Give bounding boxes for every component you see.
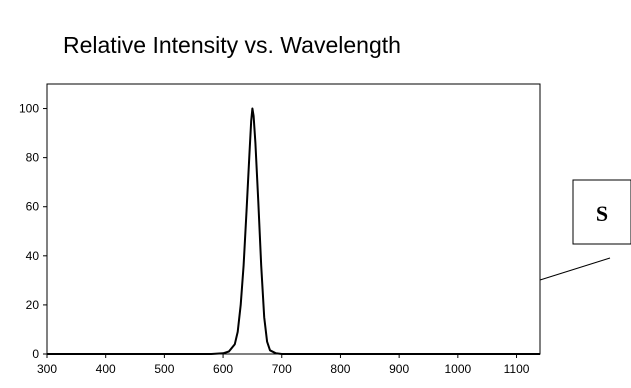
x-tick-label: 1000: [444, 362, 471, 376]
callout-leader-line: [539, 257, 611, 281]
y-axis: 0 20 40 60 80 100: [19, 102, 47, 361]
x-tick-label: 1100: [504, 362, 530, 376]
y-tick-label: 60: [26, 200, 40, 214]
chart-title: Relative Intensity vs. Wavelength: [63, 32, 401, 58]
y-tick-label: 40: [26, 249, 40, 263]
callout-box: [572, 179, 631, 245]
y-tick-label: 0: [32, 347, 39, 361]
y-tick-label: 80: [26, 151, 40, 165]
y-tick-label: 100: [19, 102, 39, 116]
x-tick-label: 900: [389, 362, 409, 376]
callout-label: S: [596, 201, 608, 226]
x-axis: 300 400 500 600 700 800 900 1000 1100: [37, 354, 530, 376]
x-tick-label: 400: [96, 362, 116, 376]
plot-area-frame: [46, 83, 541, 355]
x-tick-label: 300: [37, 362, 57, 376]
x-tick-label: 800: [330, 362, 350, 376]
x-tick-label: 600: [213, 362, 233, 376]
x-tick-label: 500: [154, 362, 174, 376]
intensity-series-line: [47, 107, 540, 355]
x-tick-label: 700: [272, 362, 292, 376]
y-tick-label: 20: [26, 298, 40, 312]
